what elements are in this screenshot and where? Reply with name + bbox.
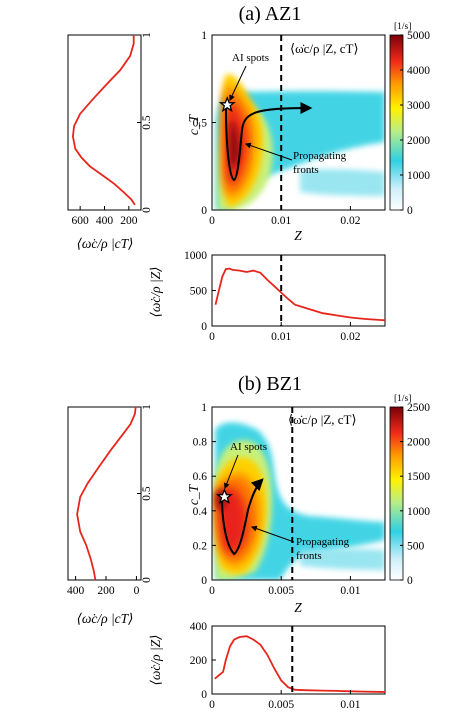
- panel-a-left-ytick-label: 0: [141, 207, 153, 213]
- panel-b-left-ytick-label: 0: [141, 577, 153, 583]
- panel-b-left-frame: [67, 406, 142, 581]
- panel-b-left-xlabel: ⟨ω̇c/ρ |cT⟩: [77, 611, 134, 626]
- panel-a-left-xtick-label: 200: [120, 215, 138, 227]
- panel-a-cb-tick-label: 2000: [407, 135, 430, 147]
- panel-b-left-ytick-label: 0.5: [141, 486, 153, 501]
- panel-b-left-series: [76, 406, 137, 581]
- panel-a-xlabel: Z: [294, 228, 302, 243]
- panel-b-ytick-label: 0: [201, 575, 207, 587]
- panel-b-ytick-label: 0.6: [193, 471, 208, 483]
- panel-a-bottom-profile: 0 0.01 0.02 0 500 1000 ⟨ω̇c/ρ |Z⟩: [148, 250, 386, 343]
- panel-b-annot-ai-spots: AI spots: [230, 441, 267, 453]
- panel-b-bottom-xtick-label: 0: [209, 699, 215, 711]
- panel-a-cb-tick-label: 5000: [407, 30, 430, 42]
- panel-b-ai-arrow: [223, 454, 239, 490]
- panel-a-legend: ⟨ω̇c/ρ |Z, cT⟩: [290, 41, 359, 56]
- panel-a-ai-arrow: [229, 65, 247, 102]
- panel-b-cb-tick-label: 2000: [407, 437, 430, 449]
- panel-a-bottom-xtick-label: 0.01: [271, 331, 291, 343]
- panel-b-xtick-label: 0.005: [268, 585, 294, 597]
- panel-a-xtick-label: 0.01: [271, 215, 291, 227]
- panel-a-annot-propagating: Propagating: [293, 150, 347, 162]
- panel-a-bottom-xtick-label: 0.02: [340, 331, 360, 343]
- panel-b-front-arrow: [221, 478, 264, 556]
- panel-b-left-xtick-label: 0: [134, 585, 140, 597]
- panel-b-cb-tick-label: 1000: [407, 506, 430, 518]
- panel-a-bottom-xtick-label: 0: [209, 331, 215, 343]
- panel-b-bottom-xtick-label: 0.01: [340, 699, 360, 711]
- panel-a-annot-ai-spots: AI spots: [232, 52, 269, 64]
- panel-a-left-series: [71, 35, 136, 206]
- panel-a-ylabel: c_T: [186, 113, 201, 135]
- panel-b-bottom-frame: [211, 625, 386, 695]
- panel-b-front-pointer: [250, 525, 295, 543]
- panel-b-left-profile: 400 200 0 0 0.5 1 ⟨ω̇c/ρ |cT⟩: [67, 404, 153, 626]
- panel-a-bottom-series: [214, 267, 386, 322]
- panel-a-front-arrow: [225, 102, 313, 182]
- panel-a-left-ytick-label: 0.5: [141, 115, 153, 130]
- panel-a-left-profile: 600 400 200 0 0.5 1 ⟨ω̇c/ρ |cT⟩: [67, 32, 153, 251]
- panel-a-left-xlabel: ⟨ω̇c/ρ |cT⟩: [77, 236, 134, 251]
- panel-b-heatmap-frame: [211, 406, 386, 581]
- panel-b-left-ytick-label: 1: [141, 404, 153, 410]
- panel-a-bottom-frame: [211, 254, 386, 327]
- panel-a-ai-spot-marker: [218, 96, 236, 113]
- panel-a-cb-tick-label: 1000: [407, 170, 430, 182]
- panel-b-ytick-label: 0.4: [193, 506, 208, 518]
- panel-a-front-pointer: [244, 142, 293, 161]
- panel-b-bottom-series: [214, 635, 386, 693]
- panel-a-bottom-ylabel: ⟨ω̇c/ρ |Z⟩: [148, 267, 163, 318]
- panel-b-cb-tick-label: 2500: [407, 402, 430, 414]
- panel-a-heatmap: AI spots Propagating fronts ⟨ω̇c/ρ |Z, c…: [186, 30, 386, 243]
- panel-b-cb-tick-label: 500: [407, 540, 425, 552]
- panel-b-bottom-ytick-label: 0: [201, 689, 207, 701]
- panel-a-cb-tick-label: 3000: [407, 100, 430, 112]
- panel-a-colorbar-unit: [1/s]: [394, 22, 411, 32]
- panel-b-cb-tick-label: 0: [407, 575, 413, 587]
- panel-b-xlabel: Z: [294, 600, 302, 615]
- panel-a-bottom-ytick-label: 0: [201, 321, 207, 333]
- panel-a-left-ytick-label: 1: [141, 32, 153, 38]
- panel-b-bottom-ytick-label: 400: [190, 621, 208, 633]
- panel-b-ytick-label: 0.8: [193, 437, 208, 449]
- panel-b-bottom-ytick-label: 200: [190, 655, 208, 667]
- panel-b-colorbar-unit: [1/s]: [394, 394, 411, 404]
- panel-a-colorbar-gradient: [389, 34, 404, 211]
- panel-b-bottom-profile: 0 0.005 0.01 0 200 400 ⟨ω̇c/ρ |Z⟩: [148, 621, 386, 711]
- panel-b-heatmap: AI spots Propagating fronts ⟨ω̇c/ρ |Z, c…: [186, 402, 386, 615]
- panel-a-cb-tick-label: 0: [407, 205, 413, 217]
- panel-b-bottom-ylabel: ⟨ω̇c/ρ |Z⟩: [148, 635, 163, 686]
- panel-b-left-xtick-label: 200: [97, 585, 115, 597]
- panel-b-ytick-label: 0.2: [193, 540, 208, 552]
- panel-b-bottom-xtick-label: 0.005: [268, 699, 294, 711]
- panel-b-left-xtick-label: 400: [67, 585, 85, 597]
- panel-a-ytick-label: 0: [201, 205, 207, 217]
- panel-a-ytick-label: 1: [201, 30, 207, 42]
- panel-a-annot-fronts: fronts: [293, 164, 319, 176]
- panel-a-colorbar: [1/s] 5000 4000 3000 2000 1000 0: [389, 22, 430, 217]
- panel-b-ai-spot-marker: [215, 488, 234, 505]
- panel-a-cb-tick-label: 4000: [407, 65, 430, 77]
- panel-a-xtick-label: 0.02: [340, 215, 360, 227]
- panel-a-bottom-ytick-label: 500: [190, 286, 208, 298]
- panel-b-annot-fronts: fronts: [296, 550, 322, 562]
- panel-a-left-xtick-label: 600: [72, 215, 90, 227]
- panel-a-bottom-ytick-label: 1000: [184, 250, 207, 262]
- panel-b-colorbar-gradient: [389, 406, 404, 581]
- panel-b-colorbar: [1/s] 2500 2000 1500 1000 500 0: [389, 394, 430, 587]
- panel-b-cb-tick-label: 1500: [407, 471, 430, 483]
- panel-b-ylabel: c_T: [186, 483, 201, 505]
- panel-b-xtick-label: 0: [209, 585, 215, 597]
- panel-a-xtick-label: 0: [209, 215, 215, 227]
- panel-b-title: (b) BZ1: [238, 373, 302, 395]
- panel-b-annot-propagating: Propagating: [296, 536, 350, 548]
- panel-b-xtick-label: 0.01: [340, 585, 360, 597]
- panel-a-left-frame: [67, 34, 142, 211]
- panel-a-left-xtick-label: 400: [96, 215, 114, 227]
- panel-b-ytick-label: 1: [201, 402, 207, 414]
- panel-b-legend: ⟨ω̇c/ρ |Z, cT⟩: [288, 412, 357, 427]
- panel-a-title: (a) AZ1: [239, 3, 302, 25]
- panel-a-ytick-label: 0.5: [193, 118, 208, 130]
